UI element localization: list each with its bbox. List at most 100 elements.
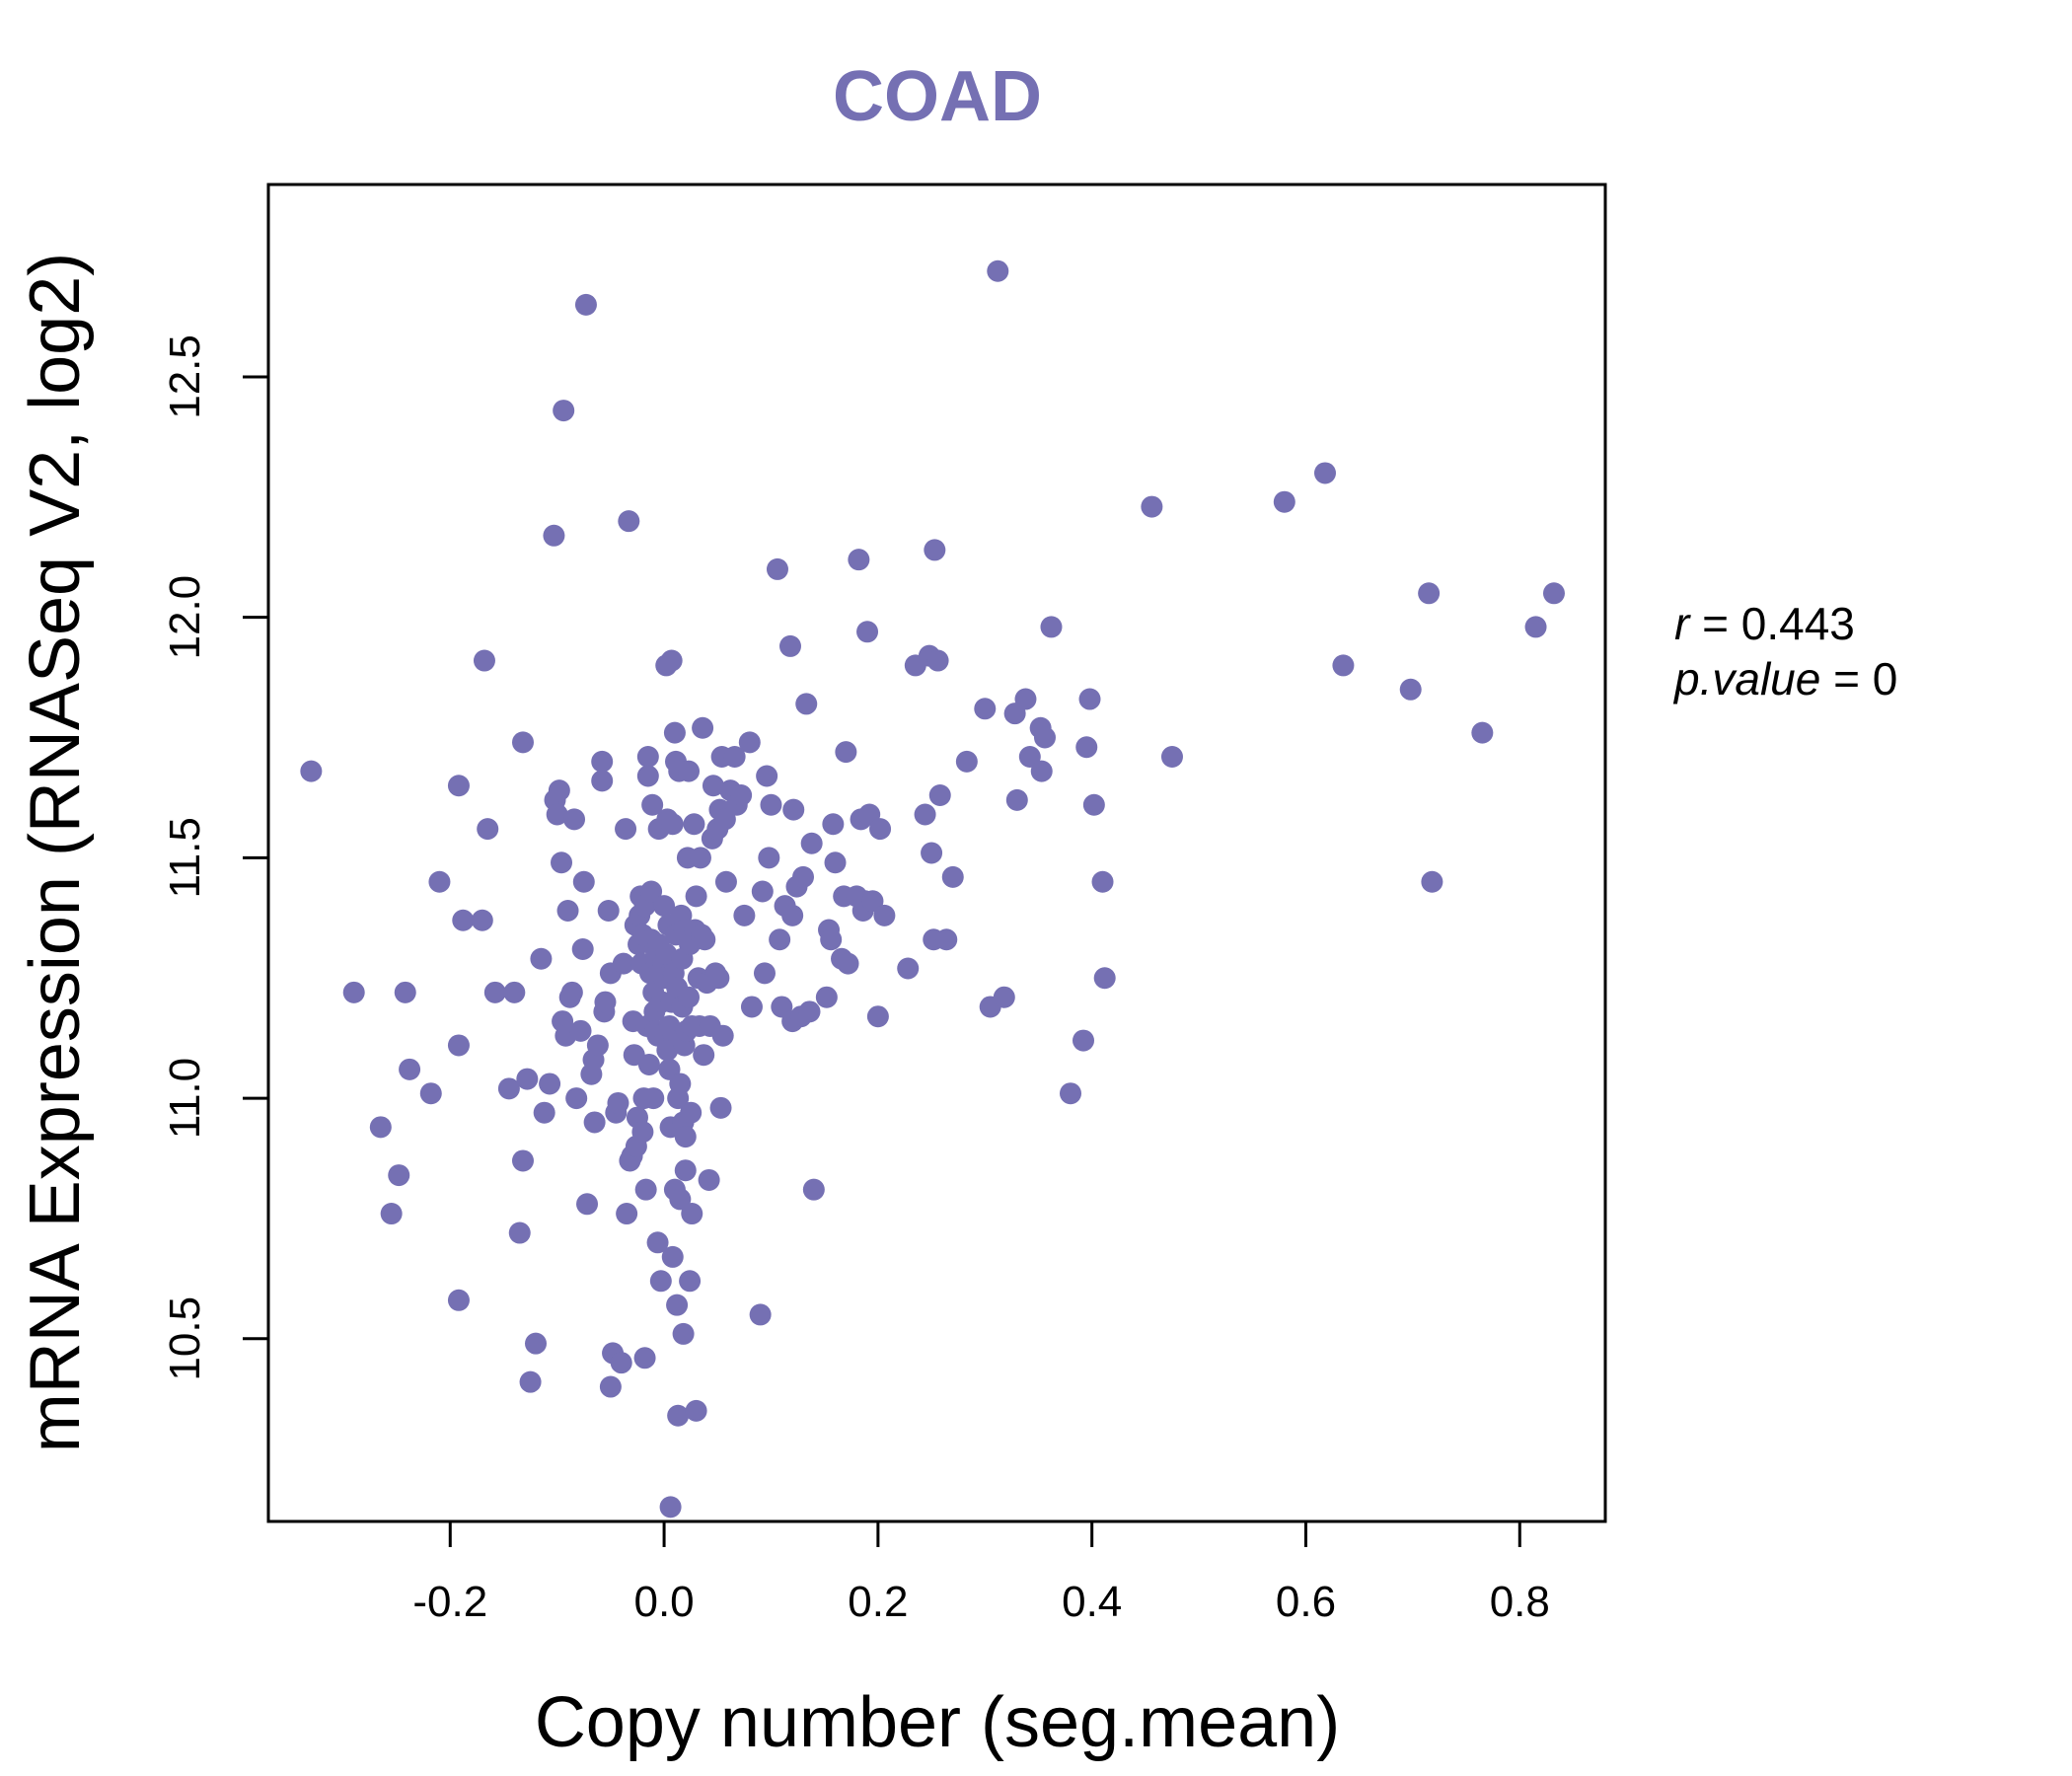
data-point [560, 981, 583, 1003]
data-point [473, 649, 495, 672]
data-point [921, 842, 943, 864]
data-point [683, 813, 705, 836]
data-point [1093, 967, 1116, 990]
data-points [300, 259, 1565, 1518]
data-point [530, 947, 553, 970]
data-point [607, 1091, 629, 1114]
data-point [685, 1399, 707, 1422]
data-point [824, 851, 847, 874]
data-point [694, 928, 716, 951]
data-point [924, 539, 946, 561]
data-point [792, 865, 814, 888]
data-point [698, 1168, 720, 1191]
data-point [749, 1303, 772, 1326]
data-point [914, 803, 936, 826]
data-point [798, 1000, 821, 1023]
data-point [1082, 793, 1105, 816]
data-point [837, 952, 859, 975]
data-point [974, 698, 997, 720]
data-point [661, 1245, 684, 1268]
data-point [646, 1231, 669, 1254]
data-point [660, 649, 683, 672]
data-point [551, 851, 573, 874]
data-point [594, 991, 617, 1013]
data-point [1273, 490, 1295, 513]
data-point [1542, 582, 1565, 605]
data-point [1332, 654, 1355, 677]
r-stat: r = 0.443 [1674, 598, 1855, 649]
data-point [637, 1053, 660, 1075]
data-point [497, 1077, 520, 1100]
data-point [680, 1101, 703, 1124]
data-point [1018, 746, 1041, 769]
data-point [477, 818, 499, 841]
x-tick-label: 0.2 [848, 1578, 908, 1626]
data-point [556, 899, 579, 922]
data-point [553, 400, 575, 422]
r-equals: = [1702, 598, 1741, 649]
data-point [702, 775, 724, 797]
data-point [574, 293, 597, 316]
data-point [897, 957, 920, 980]
data-point [640, 880, 663, 903]
data-point [447, 1034, 470, 1057]
data-point [342, 981, 365, 1003]
data-point [649, 1270, 672, 1293]
x-tick-label: 0.8 [1490, 1578, 1550, 1626]
data-point [674, 1126, 697, 1148]
data-point [781, 904, 804, 926]
data-point [519, 1370, 542, 1393]
chart-title: COAD [833, 57, 1042, 136]
data-point [1421, 870, 1443, 893]
y-tick-label: 11.0 [161, 1058, 209, 1139]
data-point [615, 818, 637, 841]
data-point [636, 765, 659, 787]
data-point [730, 784, 753, 807]
data-point [1014, 688, 1037, 710]
data-point [599, 1375, 622, 1398]
data-point [511, 731, 534, 754]
data-point [1418, 582, 1441, 605]
data-point [800, 832, 823, 854]
data-point [753, 962, 776, 985]
data-point [508, 1221, 531, 1244]
data-point [751, 880, 774, 903]
data-point [1078, 688, 1101, 710]
data-point [563, 808, 586, 831]
data-point [511, 1149, 534, 1172]
data-point [733, 904, 756, 926]
data-point [723, 746, 746, 769]
data-point [369, 1116, 392, 1139]
data-point [471, 909, 493, 931]
y-axis-label: mRNA Expression (RNASeq V2, log2) [16, 253, 95, 1452]
data-point [802, 1178, 825, 1201]
y-tick-label: 11.5 [161, 817, 209, 898]
data-point [993, 986, 1015, 1008]
x-tick-label: 0.0 [633, 1578, 694, 1626]
data-point [756, 765, 778, 787]
data-point [667, 1404, 690, 1427]
p-stat: p.value = 0 [1672, 653, 1897, 704]
data-point [689, 847, 711, 869]
x-tick-label: -0.2 [412, 1578, 487, 1626]
data-point [713, 808, 736, 831]
data-point [1141, 495, 1163, 518]
r-value: 0.443 [1741, 598, 1855, 649]
data-point [866, 1005, 889, 1028]
data-point [571, 937, 594, 960]
data-point [576, 1193, 599, 1216]
data-point [419, 1082, 442, 1105]
data-point [693, 1044, 715, 1067]
data-point [641, 793, 664, 816]
y-tick-label: 12.0 [161, 575, 209, 660]
data-point [636, 746, 659, 769]
data-point [869, 818, 892, 841]
data-point [428, 870, 451, 893]
x-tick-label: 0.6 [1276, 1578, 1336, 1626]
data-point [300, 760, 323, 782]
data-point [822, 813, 845, 836]
data-point [659, 1496, 682, 1518]
data-point [516, 1068, 539, 1090]
x-axis: -0.2 0.0 0.2 0.4 0.6 0.8 [412, 1521, 1550, 1626]
